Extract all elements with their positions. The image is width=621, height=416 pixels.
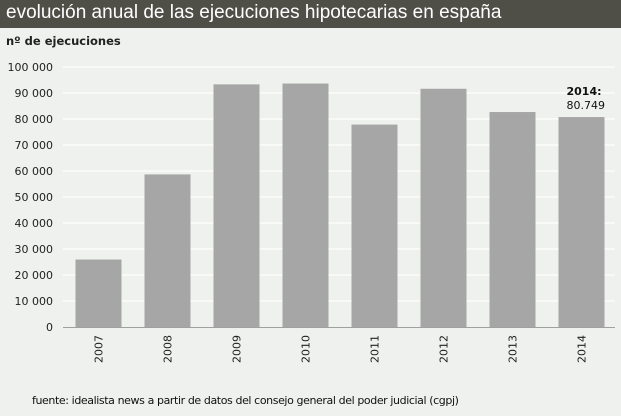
bar-2009 <box>213 84 260 327</box>
y-axis-label: nº de ejecuciones <box>6 34 121 48</box>
x-tick-label: 2007 <box>93 335 106 363</box>
bar-2010 <box>282 83 329 327</box>
y-tick-label: 40 000 <box>15 217 54 230</box>
chart-title: evolución anual de las ejecuciones hipot… <box>6 2 502 23</box>
bar-2007 <box>75 259 122 327</box>
source-note: fuente: idealista news a partir de datos… <box>32 394 459 407</box>
bar-2013 <box>489 112 536 327</box>
y-tick-label: 60 000 <box>15 165 54 178</box>
y-tick-label: 30 000 <box>15 243 54 256</box>
y-tick-label: 80 000 <box>15 113 54 126</box>
y-tick-label: 10 000 <box>15 295 54 308</box>
y-tick-label: 90 000 <box>15 87 54 100</box>
x-tick-label: 2010 <box>300 335 313 363</box>
x-tick-label: 2009 <box>231 335 244 363</box>
y-tick-label: 100 000 <box>8 61 54 74</box>
x-tick-label: 2008 <box>162 335 175 363</box>
y-tick-label: 50 000 <box>15 191 54 204</box>
y-tick-label: 0 <box>46 321 53 334</box>
bar-2012 <box>420 88 467 327</box>
title-bar: evolución anual de las ejecuciones hipot… <box>0 0 621 28</box>
x-tick-label: 2012 <box>438 335 451 363</box>
x-tick-label: 2013 <box>507 335 520 363</box>
y-tick-label: 20 000 <box>15 269 54 282</box>
annotation-value: 80.749 <box>567 99 606 112</box>
x-tick-label: 2014 <box>576 335 589 363</box>
bar-2008 <box>144 174 191 327</box>
bar-2014 <box>558 117 605 327</box>
x-tick-label: 2011 <box>369 335 382 363</box>
y-tick-label: 70 000 <box>15 139 54 152</box>
bar-2011 <box>351 124 398 328</box>
annotation-label: 2014: <box>567 85 602 98</box>
